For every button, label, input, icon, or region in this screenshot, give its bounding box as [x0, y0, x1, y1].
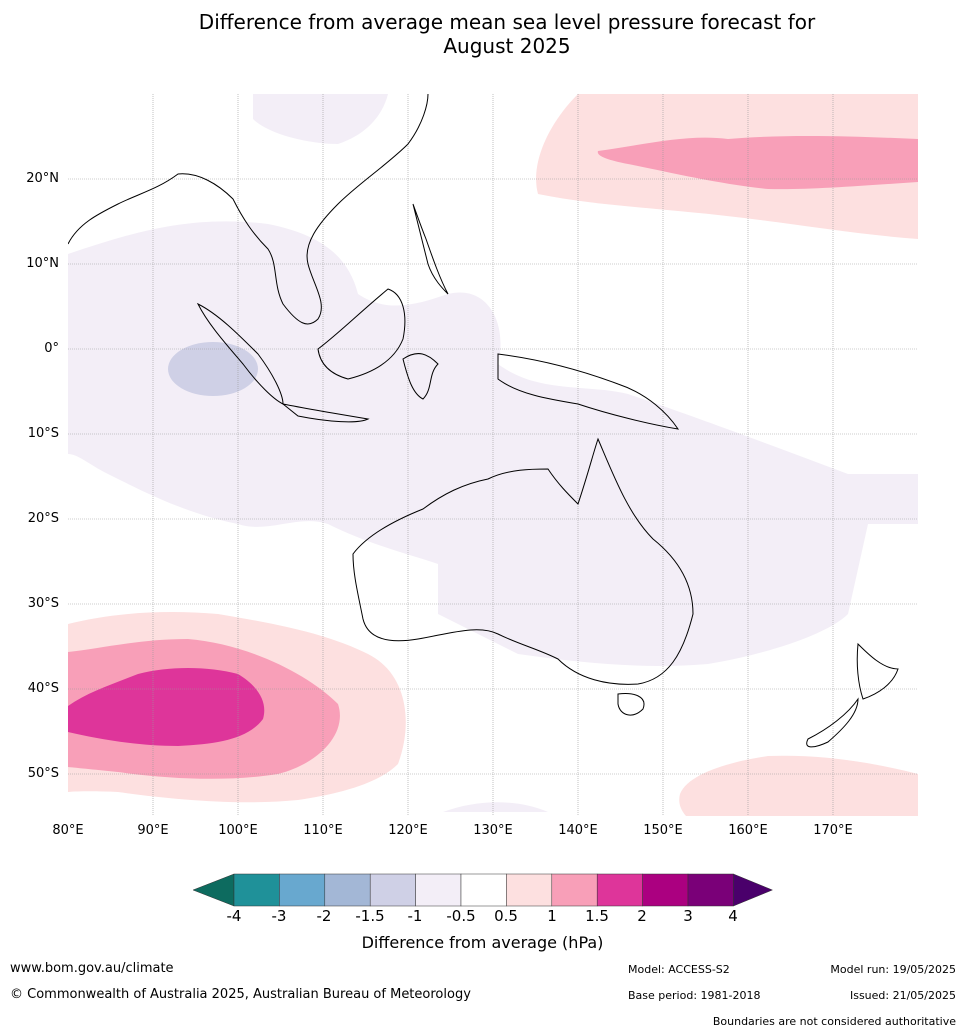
colorbar-tick: -1.5 — [355, 907, 385, 925]
title-line-1: Difference from average mean sea level p… — [198, 10, 816, 34]
colorbar-swatch — [369, 873, 416, 907]
lat-label: 50°S — [27, 766, 59, 781]
lon-label: 110°E — [303, 823, 343, 838]
colorbar-swatch — [687, 873, 734, 907]
lat-label: 40°S — [27, 681, 59, 696]
lat-label: 10°S — [27, 426, 59, 441]
colorbar-tick: 2 — [637, 907, 647, 925]
map-title: Difference from average mean sea level p… — [0, 10, 965, 58]
nz-south-island — [806, 697, 859, 748]
philippines-coast — [412, 203, 449, 295]
negative-anomaly-patch — [168, 342, 258, 396]
lon-label: 80°E — [52, 823, 84, 838]
colorbar — [192, 873, 774, 911]
tasmania-coast — [617, 693, 645, 716]
colorbar-swatch — [596, 873, 643, 907]
lon-label: 90°E — [137, 823, 169, 838]
nz-north-island — [856, 642, 899, 700]
colorbar-swatch — [460, 873, 507, 907]
colorbar-tick: 1.5 — [585, 907, 609, 925]
borneo-coast — [317, 288, 406, 380]
lon-label: 160°E — [728, 823, 768, 838]
model-run-text: Model run: 19/05/2025 — [830, 963, 956, 976]
base-period-text: Base period: 1981-2018 — [628, 989, 761, 1002]
colorbar-label: Difference from average (hPa) — [361, 933, 604, 952]
lon-label: 170°E — [813, 823, 853, 838]
new-guinea-coast — [497, 353, 680, 430]
colorbar-swatch — [551, 873, 598, 907]
negative-anomaly-north — [253, 94, 388, 144]
asia-coast — [68, 94, 429, 325]
colorbar-swatch — [506, 873, 553, 907]
model-text: Model: ACCESS-S2 — [628, 963, 730, 976]
lon-label: 150°E — [643, 823, 683, 838]
coastlines — [68, 94, 899, 748]
colorbar-tick: 4 — [728, 907, 738, 925]
colorbar-swatch — [279, 873, 326, 907]
colorbar-tick: 1 — [547, 907, 557, 925]
colorbar-swatch — [324, 873, 371, 907]
colorbar-swatch — [642, 873, 689, 907]
disclaimer-text: Boundaries are not considered authoritat… — [712, 1015, 956, 1028]
colorbar-tick: -1 — [407, 907, 423, 925]
lon-label: 120°E — [388, 823, 428, 838]
australia-coast — [352, 437, 694, 685]
positive-anomaly-pacific-core — [597, 135, 918, 190]
lon-label: 140°E — [558, 823, 598, 838]
colorbar-tick: -0.5 — [446, 907, 476, 925]
positive-anomaly-tasman — [679, 755, 918, 816]
lat-label: 30°S — [27, 596, 59, 611]
sulawesi-coast — [402, 353, 439, 400]
colorbar-extend-high — [733, 873, 774, 907]
colorbar-swatch — [233, 873, 280, 907]
positive-anomaly-indian-core — [68, 668, 265, 746]
colorbar-extend-low — [192, 873, 235, 907]
issued-text: Issued: 21/05/2025 — [849, 989, 956, 1002]
lat-label: 20°S — [27, 511, 59, 526]
lat-label: 10°N — [26, 256, 59, 271]
negative-anomaly-region — [68, 221, 918, 666]
colorbar-swatch — [415, 873, 462, 907]
colorbar-tick: -2 — [316, 907, 332, 925]
graticule — [68, 94, 918, 816]
colorbar-tick: 3 — [683, 907, 693, 925]
lon-label: 130°E — [473, 823, 513, 838]
lat-label: 20°N — [26, 171, 59, 186]
java-coast — [282, 403, 370, 423]
anomaly-shading — [68, 94, 918, 816]
lat-label: 0° — [44, 341, 59, 356]
title-line-2: August 2025 — [443, 34, 571, 58]
lon-label: 100°E — [218, 823, 258, 838]
copyright-text: © Commonwealth of Australia 2025, Austra… — [10, 987, 471, 1002]
negative-anomaly-south — [443, 802, 548, 812]
colorbar-tick: -3 — [271, 907, 287, 925]
colorbar-tick: 0.5 — [494, 907, 518, 925]
pressure-anomaly-map — [68, 94, 918, 816]
website-link[interactable]: www.bom.gov.au/climate — [10, 961, 174, 976]
colorbar-tick: -4 — [226, 907, 242, 925]
colorbar-swatches — [192, 873, 774, 907]
